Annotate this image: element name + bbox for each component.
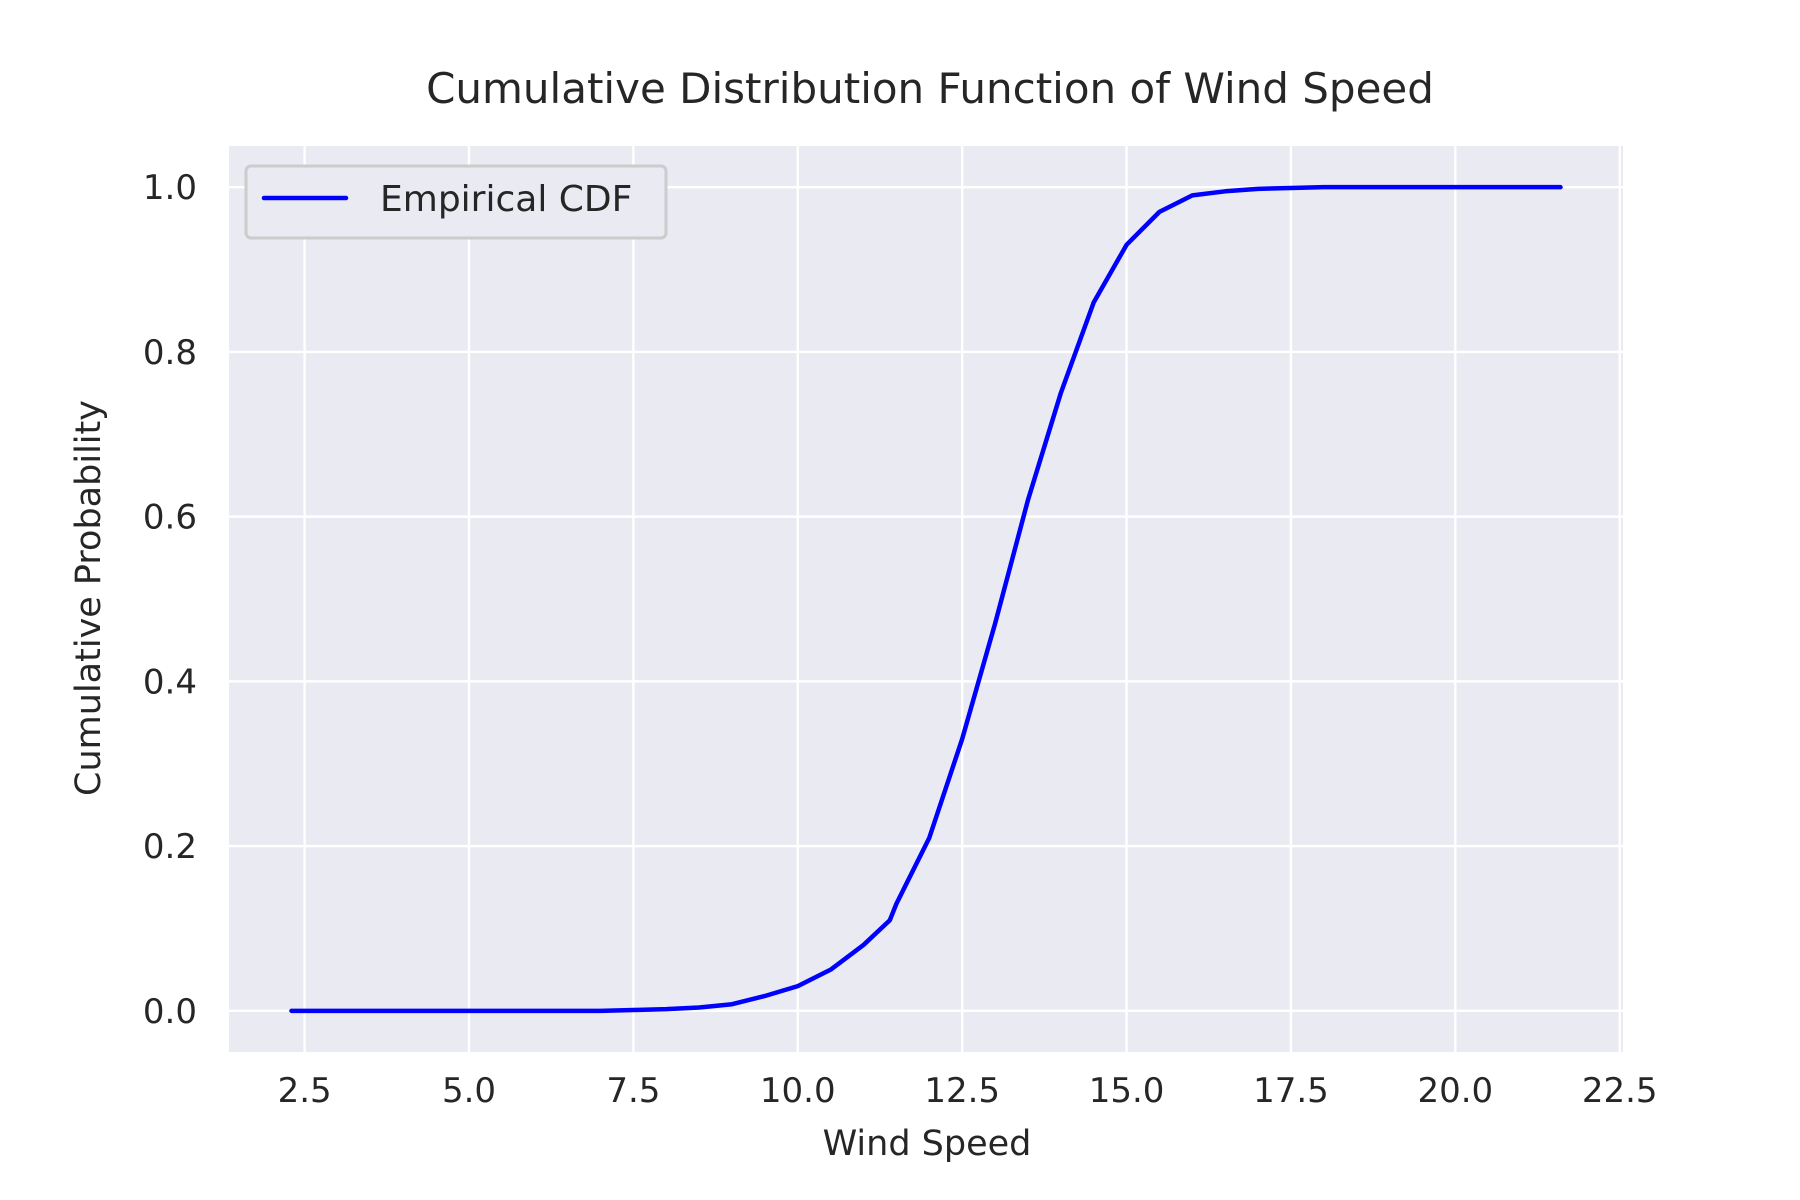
x-tick-label: 17.5 [1253, 1071, 1329, 1111]
x-axis-label: Wind Speed [823, 1124, 1032, 1164]
y-tick-label: 0.2 [143, 827, 197, 867]
cdf-line [289, 184, 1563, 1014]
y-axis-label: Cumulative Probability [69, 400, 109, 796]
legend-label: Empirical CDF [380, 179, 632, 220]
y-tick-label: 0.6 [143, 498, 197, 538]
chart-title: Cumulative Distribution Function of Wind… [426, 64, 1434, 113]
x-tick-label: 5.0 [442, 1071, 496, 1111]
y-tick-label: 1.0 [143, 168, 197, 208]
y-tick-label: 0.8 [143, 333, 197, 373]
y-tick-label: 0.0 [143, 992, 197, 1032]
y-tick-label: 0.4 [143, 662, 197, 702]
x-tick-label: 20.0 [1417, 1071, 1493, 1111]
axis-layer: 2.5 5.0 7.5 10.0 12.5 15.0 17.5 20.0 22.5 0.0 0.2 0… [143, 168, 1658, 1111]
legend-box [244, 164, 668, 240]
grid-layer [229, 146, 1623, 1052]
x-tick-label: 2.5 [278, 1071, 332, 1111]
series-layer [289, 184, 1563, 1014]
plot-area [229, 146, 1623, 1052]
x-tick-label: 22.5 [1582, 1071, 1658, 1111]
x-tick-label: 15.0 [1089, 1071, 1165, 1111]
x-tick-label: 7.5 [606, 1071, 660, 1111]
x-tick-label: 10.0 [760, 1071, 836, 1111]
legend: Empirical CDF [244, 164, 668, 240]
plot-layer [229, 146, 1623, 1052]
x-tick-label: 12.5 [924, 1071, 1000, 1111]
